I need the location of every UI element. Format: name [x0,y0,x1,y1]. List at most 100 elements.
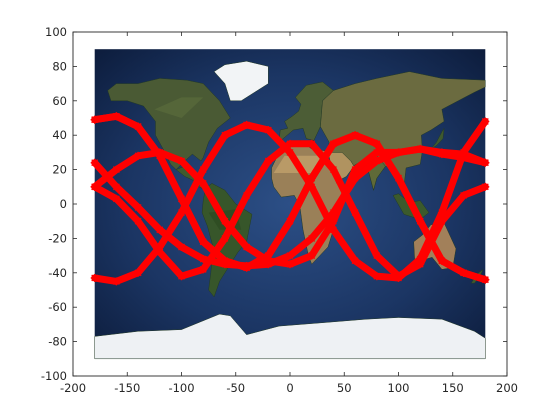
series-2-point-11 [307,234,316,243]
series-5-point-4 [155,151,164,160]
series-4-point-13 [351,256,360,265]
x-tick-label: -50 [226,381,245,395]
series-6-point-12 [329,165,338,174]
series-6-point-19 [481,182,490,191]
series-5-point-16 [416,217,425,226]
series-6-point-3 [134,217,143,226]
series-6-point-1 [90,182,99,191]
series-3-point-15 [394,148,403,157]
series-4-point-14 [372,272,381,281]
y-tick-label: -20 [48,231,67,245]
series-6-point-11 [307,139,316,148]
series-5-point-9 [264,251,273,260]
series-4-point-7 [220,131,229,140]
series-2-point-2 [112,182,121,191]
series-6-point-8 [242,191,251,200]
series-6-point-4 [155,248,164,257]
series-3-point-8 [242,243,251,251]
series-6-point-9 [264,157,273,165]
series-4-point-10 [286,148,294,157]
series-2-point-10 [286,251,294,260]
y-tick-label: 20 [52,163,67,177]
series-5-point-17 [437,256,446,265]
series-4-point-12 [329,225,338,234]
series-4-point-9 [264,126,273,135]
x-tick-label: 200 [496,381,518,395]
japan-landmass [430,128,445,150]
series-4-point-3 [134,268,143,277]
series-5-point-13 [351,131,360,140]
x-tick-label: -150 [114,381,140,395]
series-6-point-6 [199,265,208,274]
y-tick-label: 0 [60,197,67,211]
y-tick-label: -100 [41,369,67,383]
greenland-landmass [213,60,269,102]
series-2-point-14 [372,157,381,165]
series-2-point-1 [90,158,99,167]
tick-layer: -200 -150 -100 -50 0 50 100 150 200 -100 -80 -60 -40… [41,25,518,395]
series-5-point-6 [199,237,208,246]
series-4-point-6 [199,165,208,174]
europe-landmass [278,81,334,143]
y-tick-label: 80 [52,59,67,73]
series-5-point-1 [90,115,99,124]
x-tick-label: 150 [442,381,464,395]
series-6-point-18 [459,191,468,200]
series-2-point-5 [177,243,186,251]
y-tick-label: -80 [48,335,67,349]
series-5-point-19 [481,275,490,284]
series-6-point-14 [372,251,381,260]
y-tick-label: 60 [52,94,67,108]
series-6-point-5 [177,272,186,281]
canada-shading [154,97,204,118]
series-6-point-15 [394,272,403,281]
x-tick-label: 50 [337,381,352,395]
series-layer [90,112,490,286]
series-3-point-11 [307,251,316,260]
series-6-point-7 [220,234,229,243]
series-2-point-3 [134,203,143,212]
series-4-point-8 [242,120,251,129]
x-tick-label: -200 [60,381,86,395]
series-2-point-6 [199,255,208,264]
series-3-point-19 [481,158,490,167]
series-5-point-12 [329,139,338,148]
series-3-point-6 [199,179,208,188]
series-6-point-10 [286,139,294,148]
y-tick-label: 40 [52,128,67,142]
series-3-point-10 [286,260,294,269]
series-3-point-2 [112,165,121,174]
world-map-image [94,49,486,360]
series-4-point-19 [481,117,490,126]
series-3-point-3 [134,151,143,160]
series-2-point-4 [155,225,164,234]
x-tick-label: 100 [388,381,410,395]
y-tick-label: -40 [48,266,67,280]
y-tick-label: -60 [48,300,67,314]
series-3-point-16 [416,144,425,153]
series-6-point-2 [112,194,121,203]
series-6-point-13 [351,208,360,217]
series-3-point-13 [351,165,360,174]
series-5-point-11 [307,174,316,183]
series-6-point-16 [416,260,425,269]
series-5-point-14 [372,139,381,148]
series-6-point-17 [437,217,446,226]
series-3-point-7 [220,217,229,226]
series-4-point-18 [459,148,468,157]
series-5-point-7 [220,256,229,265]
series-5-point-15 [394,174,403,183]
series-5-point-5 [177,194,186,203]
series-3-point-5 [177,157,186,165]
x-tick-label: -100 [168,381,194,395]
series-5-point-3 [134,122,143,131]
y-tick-label: 100 [45,25,67,39]
series-5-point-8 [242,263,251,272]
series-3-point-17 [437,148,446,157]
series-5-point-10 [286,217,294,226]
series-4-point-1 [90,273,99,282]
series-5-point-2 [112,112,121,121]
series-4-point-5 [177,208,186,217]
series-4-point-2 [112,277,121,286]
